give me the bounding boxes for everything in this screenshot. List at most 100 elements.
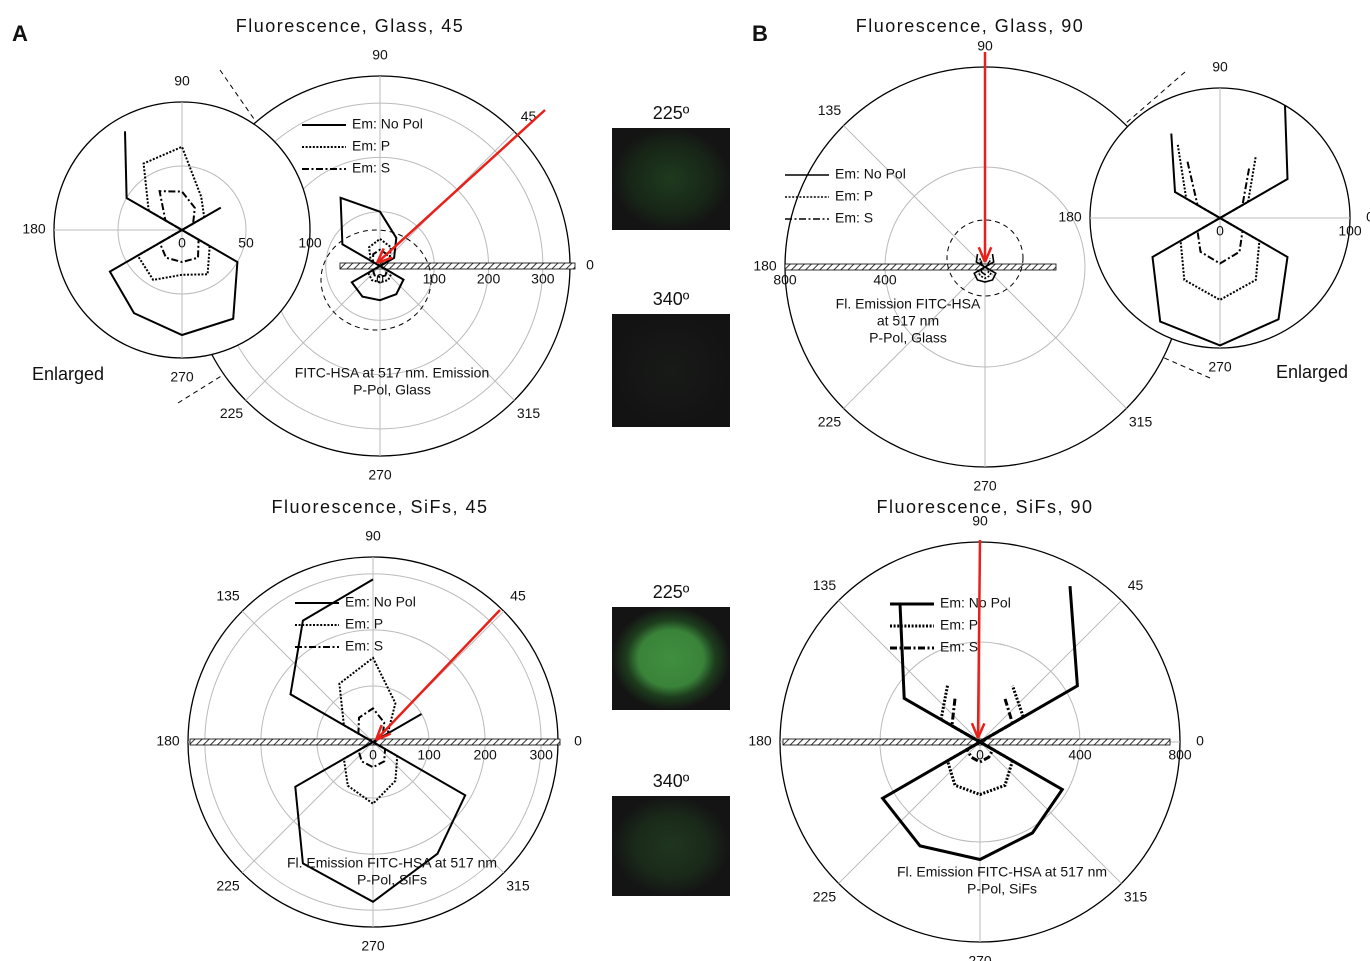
glass-slide [339,262,576,270]
chart-title: Fluorescence, Glass, 45 [236,16,465,36]
theta-tick-label: 180 [156,733,180,749]
r-tick-label: 100 [1338,223,1362,239]
theta-tick-label: 0 [586,257,594,273]
theta-tick-label: 45 [521,108,537,124]
annotation: P-Pol, SiFs [357,872,427,888]
theta-tick-label: 315 [506,878,530,894]
micrograph [612,128,730,230]
polar-chart: 90 180 270 0 50 100 Enlarged [22,73,322,385]
r-tick-label: 200 [477,271,501,287]
theta-tick-label: 315 [1124,888,1148,904]
theta-tick-label: 90 [365,528,381,544]
spoke [372,741,505,874]
legend-label: Em: S [940,639,978,655]
inset-label: Enlarged [1276,362,1348,382]
theta-tick-label: 0 [1196,733,1204,749]
series-line [357,707,387,769]
r-tick-label: 50 [238,235,254,251]
theta-tick-label: 225 [813,888,837,904]
theta-tick-label: 225 [818,413,842,429]
theta-tick-label: 225 [220,405,244,421]
spoke [241,610,374,743]
annotation: P-Pol, Glass [353,382,431,398]
theta-tick-label: 90 [977,38,993,54]
excitation-arrow [376,109,546,264]
zoom-region [946,219,1024,297]
r-tick-label: 0 [376,271,384,287]
annotation: P-Pol, Glass [869,330,947,346]
r-tick-label: 300 [531,271,555,287]
theta-tick-label: 225 [216,878,240,894]
arrow-head [375,247,393,265]
theta-tick-label: 180 [22,221,46,237]
theta-tick-label: 135 [813,577,837,593]
spoke [379,265,515,401]
r-tick-label: 300 [530,747,554,763]
r-tick-label: 0 [178,235,186,251]
image-label: 225º [653,582,690,602]
theta-tick-label: 315 [1129,413,1153,429]
legend-label: Em: P [345,616,383,632]
annotation: FITC-HSA at 517 nm. Emission [295,365,490,381]
legend-label: Em: No Pol [940,595,1011,611]
theta-tick-label: 270 [973,478,997,494]
panel-label: A [12,21,28,46]
theta-tick-label: 45 [1128,577,1144,593]
r-tick-label: 800 [1168,747,1192,763]
r-tick-label: 800 [773,272,797,288]
r-tick-label: 400 [873,272,897,288]
theta-tick-label: 270 [968,953,992,961]
theta-tick-label: 180 [748,733,772,749]
theta-tick-label: 90 [174,73,190,89]
polar-chart: 0901802700100Enlarged [1058,59,1370,382]
annotation: Fl. Emission FITC-HSA at 517 nm [287,855,497,871]
theta-tick-label: 0 [1366,209,1370,225]
theta-tick-label: 270 [361,938,385,954]
series-line [158,190,200,264]
arrow-head [374,724,392,742]
micrograph [612,607,730,710]
theta-tick-label: 90 [972,513,988,529]
arrow-head [970,722,986,739]
theta-tick-label: 270 [1208,359,1232,375]
annotation: P-Pol, SiFs [967,881,1037,897]
grid-circle [117,165,247,295]
chart-title: Fluorescence, SiFs, 90 [876,497,1093,517]
series-line [939,685,1026,797]
chart-title: Fluorescence, SiFs, 45 [271,497,488,517]
theta-tick-label: 90 [372,47,388,63]
r-tick-label: 0 [1216,223,1224,239]
r-tick-label: 400 [1068,747,1092,763]
polar-chart: 0 45 90 135 180 225 270 315 0 400 800 Em: No Pol Em:… [748,497,1204,961]
image-label: 340º [653,289,690,309]
r-tick-label: 100 [417,747,441,763]
panel-label: B [752,21,768,46]
legend-label: Em: P [835,188,873,204]
theta-tick-label: 270 [170,369,194,385]
series-line [979,260,991,276]
theta-tick-label: 45 [510,588,526,604]
image-label: 340º [653,771,690,791]
theta-tick-label: 315 [517,405,541,421]
r-tick-label: 0 [369,747,377,763]
spoke [241,741,374,874]
annotation: Fl. Emission FITC-HSA at 517 nm [897,864,1107,880]
excitation-arrow [976,539,982,739]
r-tick-label: 100 [298,235,322,251]
excitation-arrow [375,609,501,741]
r-tick-label: 200 [473,747,497,763]
polar-chart: 0 45 90 135 180 225 270 315 0 100 200 300 Em: No Pol… [156,497,582,954]
glass-slide [784,263,1057,271]
legend-label: Em: S [345,638,383,654]
annotation: at 517 nm [877,313,939,329]
r-tick-label: 0 [976,747,984,763]
theta-tick-label: 135 [216,588,240,604]
legend-label: Em: P [940,617,978,633]
legend-label: Em: No Pol [835,166,906,182]
series-line [1186,161,1251,265]
theta-tick-label: 0 [574,733,582,749]
theta-tick-label: 180 [753,258,777,274]
arrow-head [977,246,993,263]
r-tick-label: 100 [423,271,447,287]
